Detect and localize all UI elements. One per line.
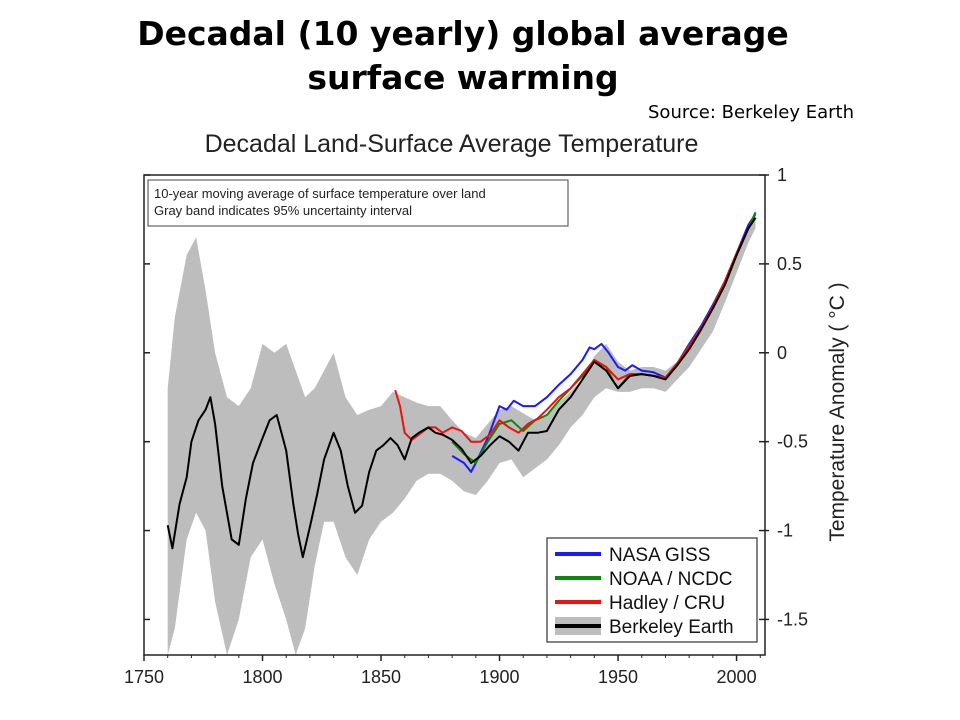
slide-title-line-2: surface warming bbox=[307, 58, 619, 97]
slide-title-line-1: Decadal (10 yearly) global average bbox=[137, 14, 789, 53]
uncertainty-band bbox=[167, 210, 756, 655]
x-tick-label: 2000 bbox=[717, 667, 757, 687]
x-tick-label: 1900 bbox=[480, 667, 520, 687]
uncertainty-band-layer bbox=[167, 210, 756, 655]
y-tick-label: 1 bbox=[777, 165, 787, 185]
series-line-hadley-cru bbox=[394, 217, 757, 443]
series-layer bbox=[166, 211, 757, 559]
x-tick-label: 1750 bbox=[124, 667, 164, 687]
series-line-noaa-ncdc bbox=[451, 211, 757, 464]
annotation-layer: 10-year moving average of surface temper… bbox=[147, 179, 569, 227]
y-tick-label: 0 bbox=[777, 343, 787, 363]
legend-label: Hadley / CRU bbox=[609, 593, 725, 614]
series-line-berkeley-earth bbox=[166, 217, 757, 559]
y-tick-label: -1 bbox=[777, 521, 793, 541]
legend: NASA GISS NOAA / NCDC Hadley / CRU Berkeley… bbox=[546, 537, 758, 643]
plot-frame bbox=[143, 174, 766, 656]
annotation-box bbox=[147, 179, 569, 227]
legend-label: NOAA / NCDC bbox=[609, 569, 733, 590]
annotation-line: Gray band indicates 95% uncertainty inte… bbox=[154, 203, 412, 218]
annotation-line: 10-year moving average of surface temper… bbox=[154, 186, 486, 201]
x-tick-label: 1850 bbox=[361, 667, 401, 687]
legend-label: Berkeley Earth bbox=[609, 617, 734, 638]
y-tick-label: -0.5 bbox=[777, 432, 808, 452]
chart-title: Decadal Land-Surface Average Temperature bbox=[205, 130, 699, 158]
x-tick-label: 1950 bbox=[598, 667, 638, 687]
axes-layer: Decadal Land-Surface Average Temperature… bbox=[124, 130, 849, 687]
y-tick-label: -1.5 bbox=[777, 609, 808, 629]
y-tick-label: 0.5 bbox=[777, 254, 802, 274]
source-note: Source: Berkeley Earth bbox=[648, 102, 855, 123]
y-axis-label: Temperature Anomaly ( °C ) bbox=[826, 282, 849, 541]
legend-label: NASA GISS bbox=[609, 545, 710, 566]
slide-title: Decadal (10 yearly) global average surfa… bbox=[0, 12, 926, 100]
x-tick-label: 1800 bbox=[242, 667, 282, 687]
